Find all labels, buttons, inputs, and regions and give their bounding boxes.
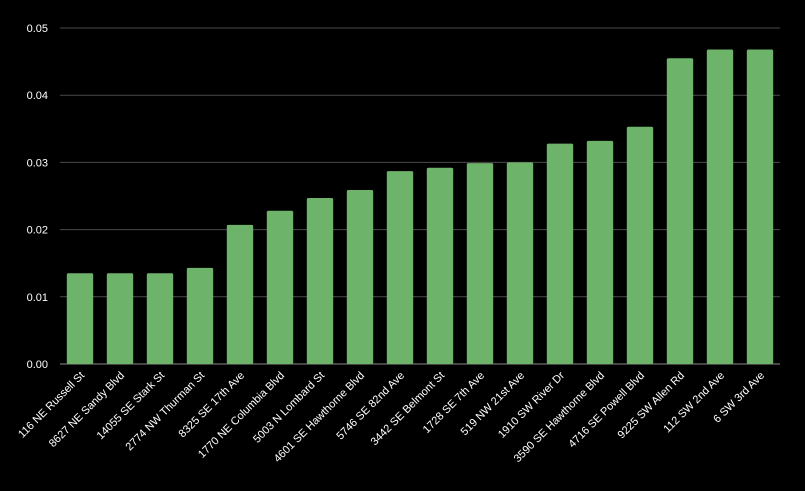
bar: [386, 171, 414, 364]
bar: [746, 49, 774, 365]
gridlines: [60, 27, 780, 365]
y-tick-label: 0.05: [27, 23, 48, 35]
y-axis-tick-labels: 0.00 0.01 0.02 0.03 0.04 0.05: [27, 23, 48, 371]
bar: [306, 198, 334, 364]
y-tick-label: 0.04: [27, 90, 48, 102]
bar: [66, 273, 94, 364]
bar: [706, 49, 734, 365]
bar: [546, 143, 574, 364]
bar: [586, 140, 614, 364]
y-tick-label: 0.02: [27, 225, 48, 237]
bar: [506, 162, 534, 364]
bar: [226, 224, 254, 364]
bar: [146, 273, 174, 364]
bar: [346, 189, 374, 364]
bar: [626, 126, 654, 364]
y-tick-label: 0.03: [27, 157, 48, 169]
y-tick-label: 0.01: [27, 292, 48, 304]
bar: [266, 210, 294, 364]
bar: [466, 163, 494, 364]
bar: [106, 273, 134, 364]
bar: [666, 58, 694, 365]
bar: [186, 267, 214, 364]
bar: [426, 167, 454, 364]
bars: [66, 49, 774, 365]
y-tick-label: 0.00: [27, 359, 48, 371]
